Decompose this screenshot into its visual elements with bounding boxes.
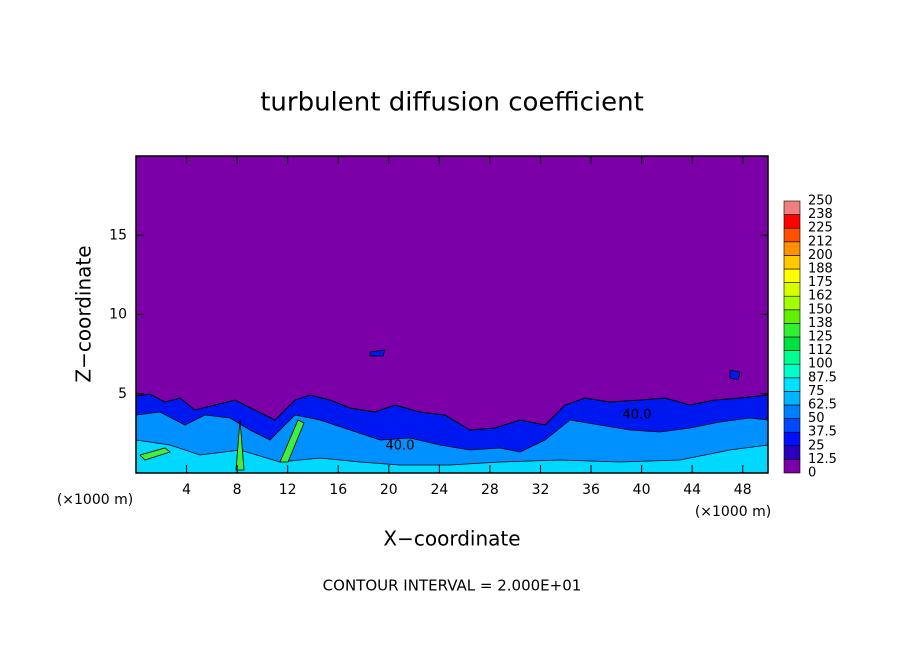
colorbar-label: 25: [808, 438, 825, 453]
colorbar-label: 112: [808, 343, 833, 358]
x-tick-label: 12: [279, 482, 297, 498]
colorbar-label: 238: [808, 207, 833, 222]
colorbar-band: [783, 336, 801, 351]
x-tick-label: 16: [329, 482, 347, 498]
colorbar-label: 250: [808, 194, 833, 209]
colorbar-band: [783, 227, 801, 243]
colorbar-label: 225: [808, 221, 833, 236]
x-tick-label: 40: [633, 482, 651, 498]
colorbar-band: [783, 445, 801, 460]
colorbar-label: 75: [808, 384, 825, 399]
colorbar-band: [783, 295, 801, 311]
x-tick-label: 20: [380, 482, 398, 498]
axis-unit-label: (×1000 m): [57, 492, 133, 508]
colorbar-label: 125: [808, 330, 833, 345]
y-axis-label: Z−coordinate: [72, 245, 96, 382]
colorbar-band: [783, 214, 801, 229]
colorbar-label: 212: [808, 234, 833, 249]
footnote: CONTOUR INTERVAL = 2.000E+01: [323, 577, 582, 595]
x-tick-label: 28: [481, 482, 499, 498]
colorbar-label: 150: [808, 302, 833, 317]
colorbar-label: 37.5: [808, 425, 837, 440]
colorbar-label: 50: [808, 411, 825, 426]
colorbar-label: 162: [808, 289, 833, 304]
x-tick-label: 4: [182, 482, 191, 498]
field-shading: [279, 419, 305, 463]
axis-unit-label: (×1000 m): [695, 504, 771, 520]
colorbar-label: 175: [808, 275, 833, 290]
colorbar-label: 138: [808, 316, 833, 331]
colorbar-band: [783, 268, 801, 283]
colorbar-band: [783, 323, 801, 338]
field-shading: [139, 447, 171, 461]
colorbar-band: [783, 431, 801, 447]
contour-label: 40.0: [386, 439, 415, 454]
colorbar-band: [783, 282, 801, 297]
colorbar-label: 12.5: [808, 452, 837, 467]
colorbar-band: [783, 404, 801, 419]
x-tick-label: 48: [734, 482, 752, 498]
colorbar-band: [783, 309, 801, 324]
field-shading: [369, 349, 386, 357]
field-shading: [729, 369, 741, 381]
x-tick-label: 32: [532, 482, 550, 498]
colorbar-label: 200: [808, 248, 833, 263]
colorbar-label: 87.5: [808, 370, 837, 385]
y-tick-label: 15: [109, 227, 127, 243]
x-tick-label: 44: [683, 482, 701, 498]
x-tick-label: 36: [582, 482, 600, 498]
colorbar-label: 62.5: [808, 398, 837, 413]
colorbar-band: [783, 200, 801, 215]
colorbar-band: [783, 377, 801, 392]
colorbar-band: [783, 418, 801, 433]
contour-label: 40.0: [623, 408, 652, 423]
colorbar-label: 100: [808, 357, 833, 372]
plot-area: [135, 156, 769, 474]
colorbar-label: 0: [808, 466, 816, 481]
colorbar-label: 188: [808, 262, 833, 277]
colorbar-band: [783, 459, 801, 474]
x-tick-label: 8: [233, 482, 242, 498]
colorbar-band: [783, 363, 801, 379]
y-tick-label: 5: [118, 386, 127, 402]
colorbar-band: [783, 350, 801, 365]
x-axis-label: X−coordinate: [383, 527, 520, 551]
field-shading: [235, 419, 245, 471]
colorbar-band: [783, 241, 801, 256]
colorbar-band: [783, 255, 801, 270]
colorbar-band: [783, 391, 801, 406]
chart-title: turbulent diffusion coefficient: [260, 88, 644, 118]
y-tick-label: 10: [109, 307, 127, 323]
x-tick-label: 24: [430, 482, 448, 498]
